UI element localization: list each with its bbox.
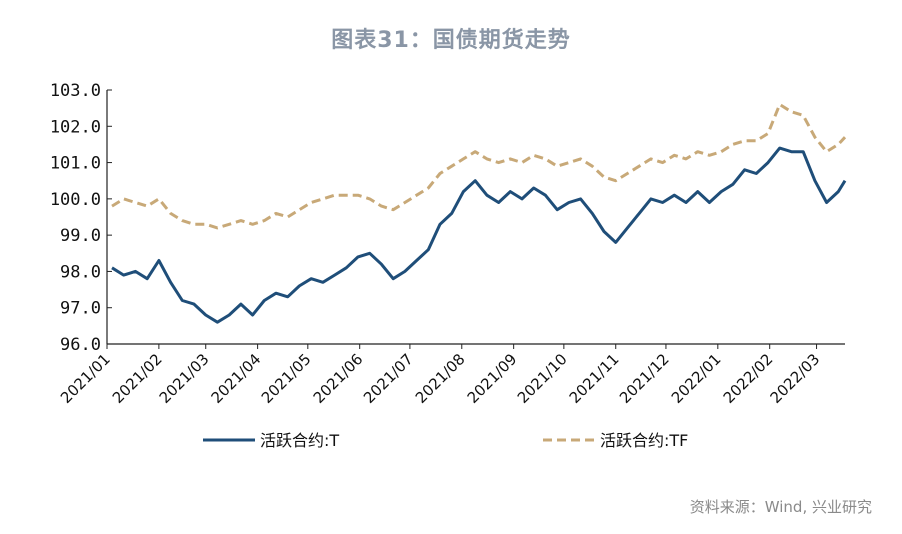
x-tick-label: 2021/06	[310, 350, 367, 407]
y-tick-label: 100.0	[50, 190, 101, 210]
legend: 活跃合约:T 活跃合约:TF	[203, 431, 688, 450]
x-tick-label: 2021/12	[616, 350, 673, 407]
y-tick-label: 98.0	[60, 262, 101, 282]
series-layer	[111, 103, 847, 324]
x-tick-label: 2021/05	[258, 350, 315, 407]
legend-label-1: 活跃合约:TF	[600, 431, 688, 450]
y-tick-label: 97.0	[60, 299, 101, 319]
x-tick-label: 2021/01	[57, 350, 114, 407]
y-tick-label: 99.0	[60, 226, 101, 246]
series-line-1	[111, 103, 847, 230]
series-line-0	[111, 146, 847, 324]
x-tick-label: 2021/02	[109, 350, 166, 407]
y-tick-label: 101.0	[50, 154, 101, 174]
y-tick-label: 96.0	[60, 335, 101, 355]
x-tick-label: 2022/01	[668, 350, 725, 407]
x-tick-label: 2021/03	[156, 350, 213, 407]
x-tick-label: 2021/09	[464, 350, 521, 407]
x-tick-label: 2021/07	[360, 350, 417, 407]
x-axis: 2021/012021/022021/032021/042021/052021/…	[57, 343, 845, 407]
y-axis: 96.0 97.0 98.0 99.0 100.0 101.0 102.0 103.0	[50, 81, 112, 355]
legend-label-0: 活跃合约:T	[260, 431, 339, 450]
source-note: 资料来源：Wind, 兴业研究	[689, 498, 872, 516]
x-tick-label: 2022/02	[720, 350, 777, 407]
chart-title: 图表31：国债期货走势	[331, 28, 571, 53]
x-tick-label: 2022/03	[767, 350, 824, 407]
x-tick-label: 2021/10	[514, 350, 571, 407]
y-tick-label: 102.0	[50, 117, 101, 137]
y-tick-label: 103.0	[50, 81, 101, 101]
x-tick-label: 2021/11	[566, 350, 623, 407]
x-tick-label: 2021/08	[412, 350, 469, 407]
x-tick-label: 2021/04	[208, 350, 265, 407]
